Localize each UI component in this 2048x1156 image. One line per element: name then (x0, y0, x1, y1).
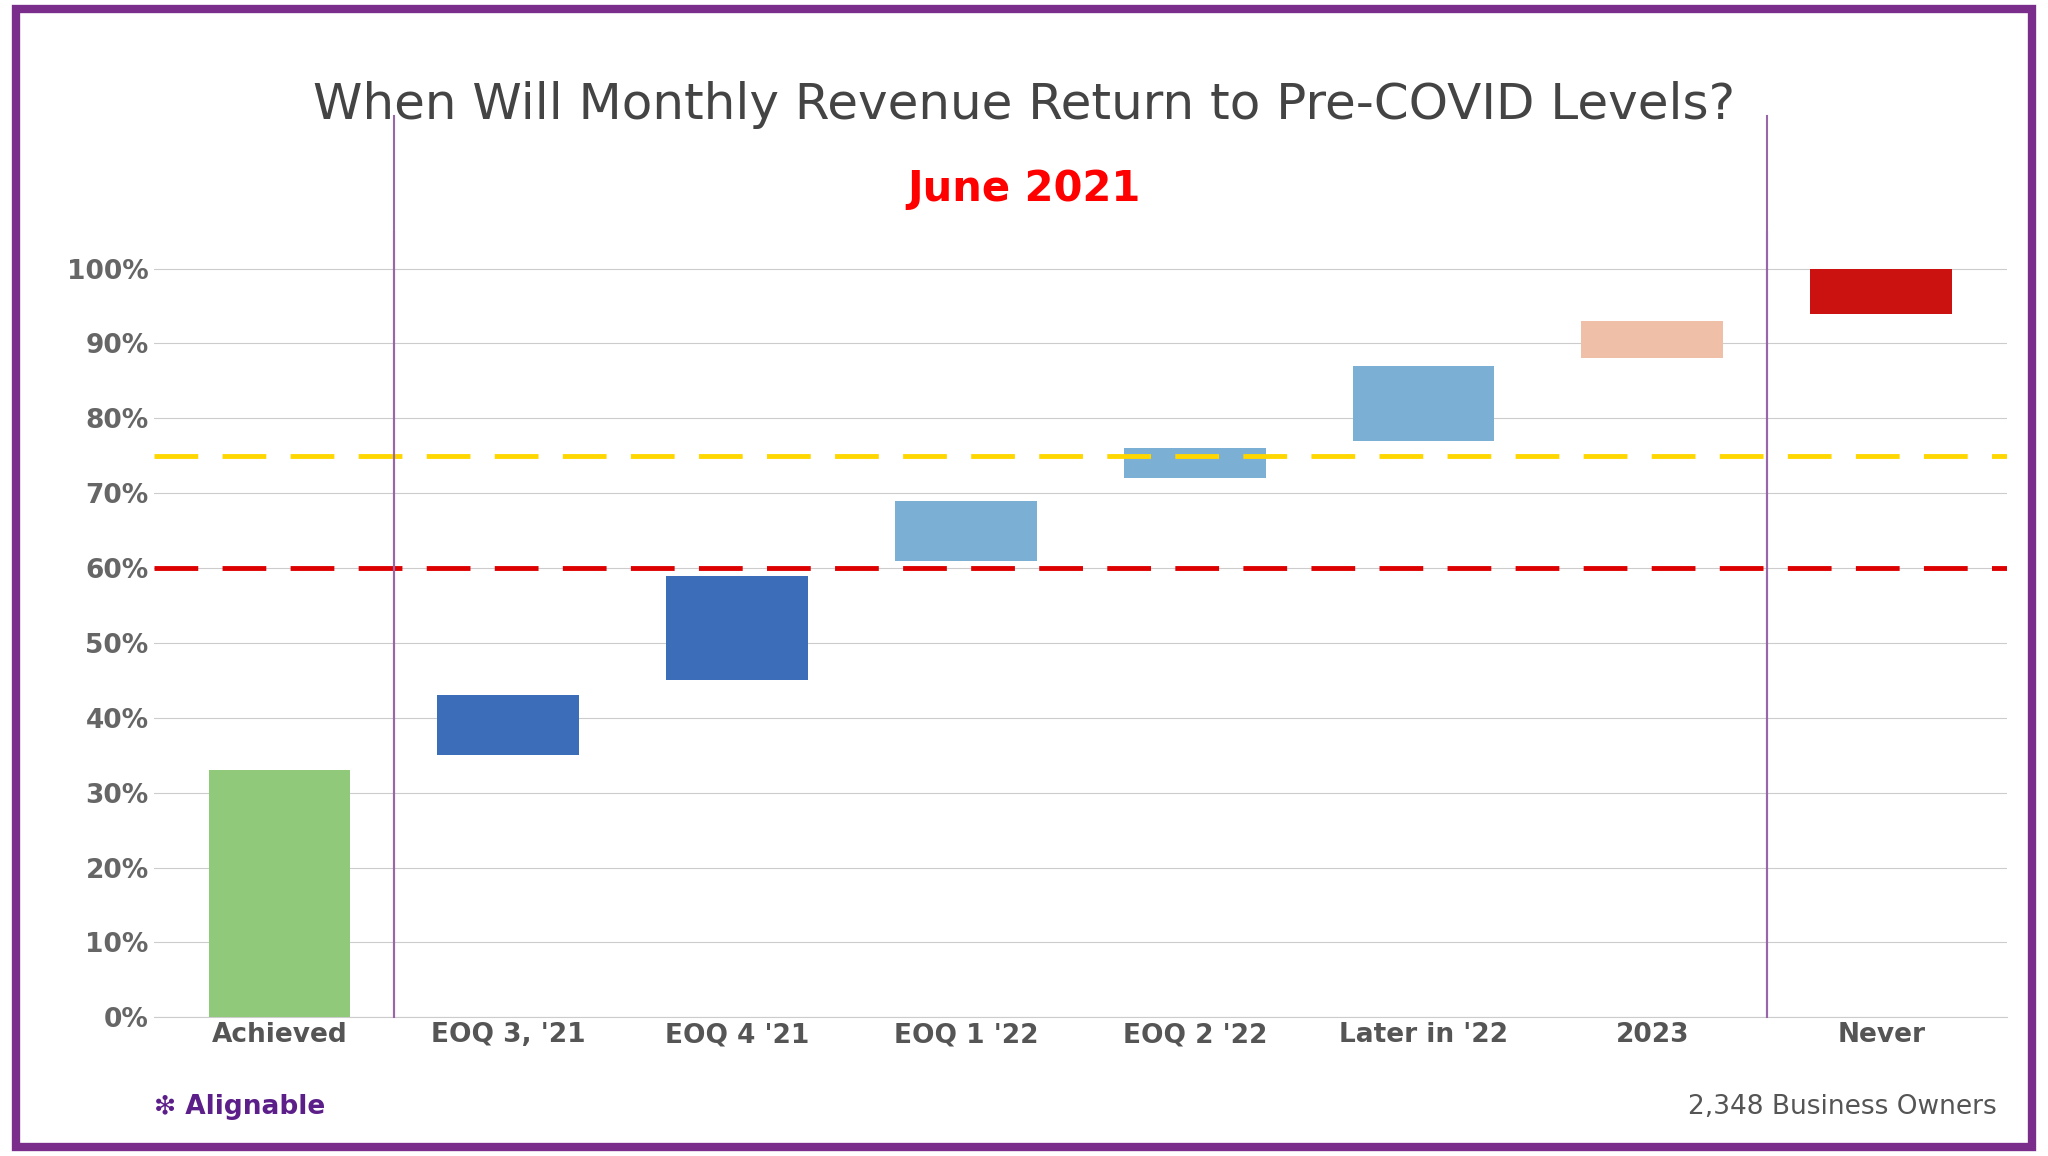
Bar (438, 696, 580, 755)
Bar (1124, 449, 1266, 479)
Text: When Will Monthly Revenue Return to Pre-COVID Levels?: When Will Monthly Revenue Return to Pre-… (313, 81, 1735, 129)
Text: ❇ Alignable: ❇ Alignable (154, 1095, 326, 1120)
Text: 2,348 Business Owners: 2,348 Business Owners (1688, 1095, 1997, 1120)
Bar (895, 501, 1036, 561)
Bar (1352, 366, 1495, 440)
Bar (1810, 268, 1952, 313)
Bar (666, 576, 809, 681)
Bar (209, 770, 350, 1017)
Text: June 2021: June 2021 (907, 168, 1141, 209)
Bar (1581, 321, 1722, 358)
